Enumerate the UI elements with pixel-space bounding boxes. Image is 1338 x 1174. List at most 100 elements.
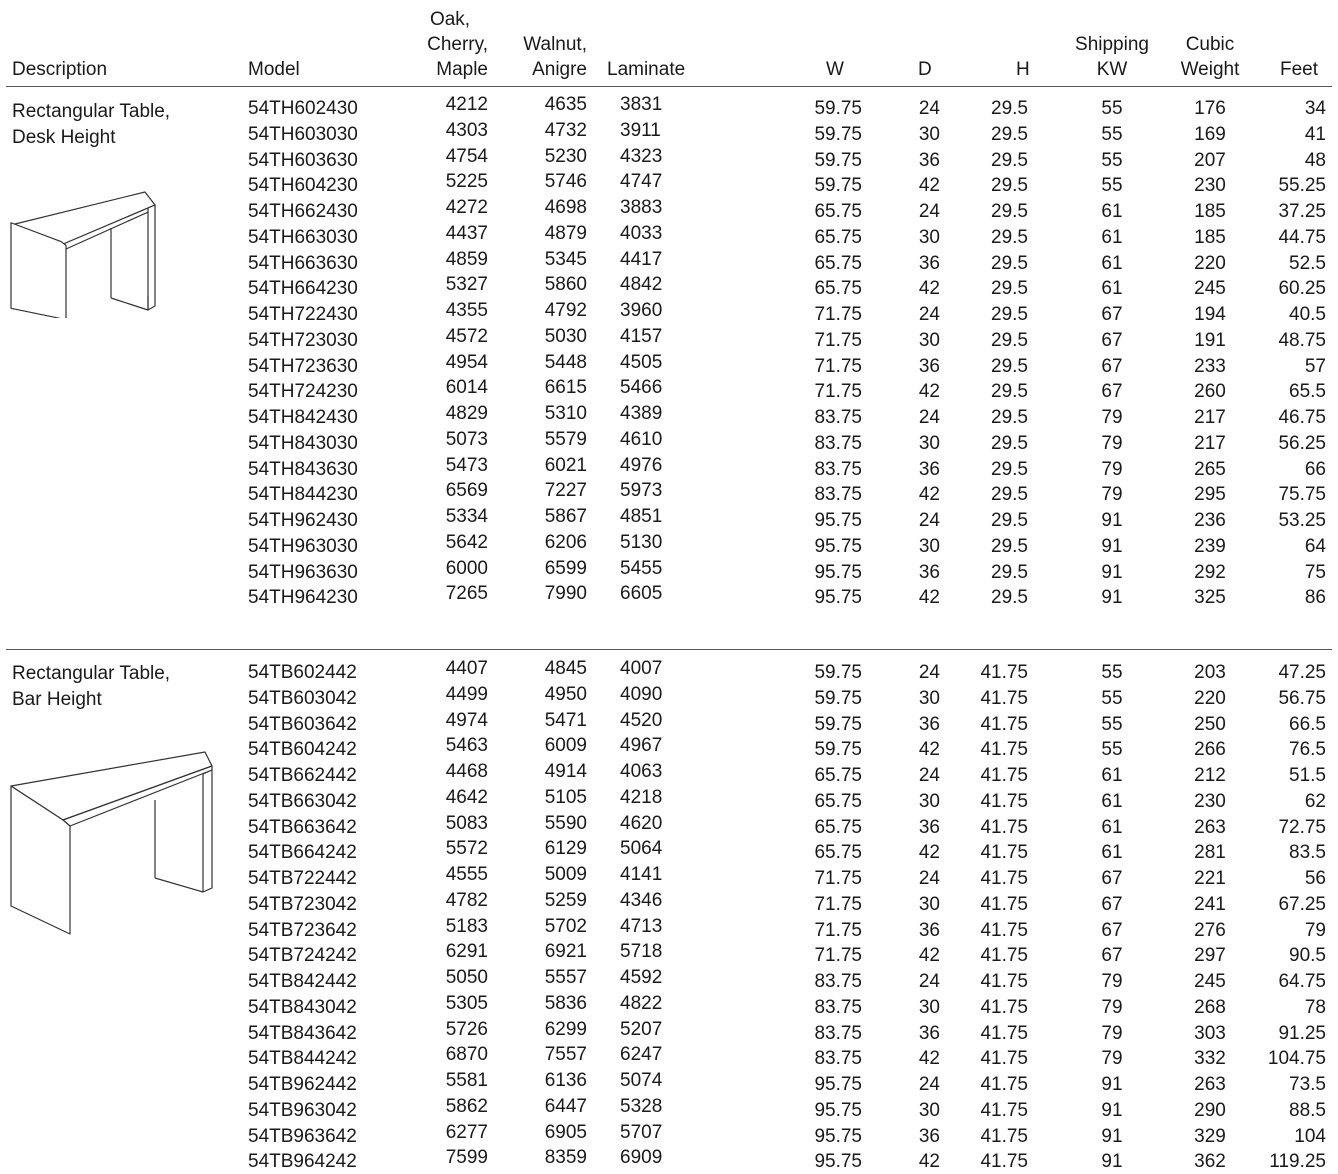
walnut-price: 4914: [544, 761, 587, 782]
oak-price: 5305: [445, 992, 488, 1014]
feet-cell: 72.75: [1278, 816, 1326, 838]
shipping-kw: 55: [1101, 687, 1123, 709]
walnut-price: 5009: [544, 864, 587, 885]
depth-cell: 24: [918, 201, 940, 222]
oak-price: 5642: [445, 531, 488, 553]
cubic-weight: 203: [1194, 662, 1226, 683]
walnut-price: 7227: [544, 480, 587, 502]
feet-cell: 34: [1304, 98, 1326, 119]
cubic-weight: 332: [1194, 1048, 1226, 1070]
shipping-kw: 67: [1101, 893, 1123, 915]
height-cell: 41.75: [980, 816, 1028, 838]
model-cell: 54TB723642: [248, 919, 357, 941]
laminate-price: 6605: [620, 583, 663, 605]
depth-cell: 36: [918, 561, 940, 583]
model-cell: 54TH843030: [248, 432, 358, 454]
feet-cell: 86: [1304, 587, 1326, 609]
shipping-kw: 61: [1101, 252, 1123, 274]
walnut-price: 6206: [544, 531, 587, 553]
depth-cell: 24: [918, 971, 940, 992]
cubic-weight: 185: [1194, 201, 1226, 222]
height-cell: 41.75: [980, 1099, 1028, 1121]
cubic-weight: 245: [1194, 278, 1226, 300]
laminate-price: 4090: [620, 683, 663, 705]
header-shipping-kw: Shipping KW: [1075, 34, 1149, 80]
oak-price: 6291: [445, 941, 488, 963]
depth-cell: 24: [918, 304, 940, 325]
width-cell: 83.75: [814, 458, 862, 480]
width-cell: 83.75: [814, 432, 862, 454]
width-cell: 95.75: [814, 535, 862, 557]
width-cell: 71.75: [814, 868, 862, 889]
oak-price: 5726: [445, 1018, 488, 1040]
laminate-price: 5466: [620, 377, 663, 399]
depth-cell: 36: [918, 149, 940, 171]
oak-price: 4212: [445, 94, 488, 115]
depth-cell: 24: [918, 1074, 940, 1095]
oak-price: 5083: [445, 812, 488, 834]
oak-price: 4272: [445, 197, 488, 218]
width-cell: 95.75: [814, 1074, 862, 1095]
table-row: 54TB963042 5862 6447 5328 95.75 30 41.75 91 290 8…: [0, 1095, 1338, 1123]
walnut-price: 6905: [544, 1121, 587, 1143]
shipping-kw: 91: [1101, 587, 1123, 609]
laminate-price: 4346: [620, 889, 663, 911]
model-cell: 54TB724242: [248, 945, 357, 967]
height-cell: 41.75: [980, 1074, 1028, 1095]
shipping-kw: 61: [1101, 765, 1123, 786]
height-cell: 41.75: [980, 971, 1028, 992]
oak-price: 4974: [445, 709, 488, 731]
width-cell: 71.75: [814, 919, 862, 941]
table-row: 54TH664230 5327 5860 4842 65.75 42 29.5 61 245 60…: [0, 274, 1338, 301]
model-cell: 54TB842442: [248, 971, 357, 992]
feet-cell: 48.75: [1278, 329, 1326, 351]
model-cell: 54TB662442: [248, 765, 357, 786]
depth-cell: 24: [918, 98, 940, 119]
depth-cell: 42: [918, 175, 940, 197]
table-row: 54TB664242 5572 6129 5064 65.75 42 41.75 61 281 8…: [0, 838, 1338, 865]
shipping-kw: 55: [1101, 123, 1123, 145]
cubic-weight: 263: [1194, 1074, 1226, 1095]
height-cell: 41.75: [980, 790, 1028, 812]
cubic-weight: 276: [1194, 919, 1226, 941]
walnut-price: 6021: [544, 454, 587, 476]
height-cell: 29.5: [991, 123, 1028, 145]
desk-height-table-icon: [10, 191, 156, 318]
shipping-kw: 67: [1101, 919, 1123, 941]
height-cell: 29.5: [991, 510, 1028, 531]
cubic-weight: 169: [1194, 123, 1226, 145]
oak-price: 5073: [445, 428, 488, 450]
oak-price: 4782: [445, 889, 488, 911]
feet-cell: 104: [1294, 1125, 1326, 1147]
feet-cell: 79: [1304, 919, 1326, 941]
cubic-weight: 239: [1194, 535, 1226, 557]
model-cell: 54TB602442: [248, 662, 357, 683]
walnut-price: 5345: [544, 248, 587, 270]
feet-cell: 75: [1304, 561, 1326, 583]
depth-cell: 24: [918, 407, 940, 428]
cubic-weight: 362: [1194, 1151, 1226, 1173]
walnut-price: 6921: [544, 941, 587, 963]
oak-price: 5862: [445, 1095, 488, 1117]
height-cell: 41.75: [980, 945, 1028, 967]
cubic-weight: 191: [1194, 329, 1226, 351]
laminate-price: 4976: [620, 454, 663, 476]
feet-cell: 64.75: [1278, 971, 1326, 992]
width-cell: 65.75: [814, 790, 862, 812]
depth-cell: 42: [918, 739, 940, 761]
width-cell: 59.75: [814, 662, 862, 683]
laminate-price: 5973: [620, 480, 663, 502]
height-cell: 41.75: [980, 765, 1028, 786]
model-cell: 54TH663030: [248, 226, 358, 248]
table-row: 54TB722442 4555 5009 4141 71.75 24 41.75 67 221 5…: [0, 864, 1338, 891]
width-cell: 71.75: [814, 893, 862, 915]
feet-cell: 56.75: [1278, 687, 1326, 709]
cubic-weight: 217: [1194, 407, 1226, 428]
section-rule: [6, 649, 1332, 650]
depth-cell: 24: [918, 765, 940, 786]
height-cell: 41.75: [980, 1048, 1028, 1070]
depth-cell: 42: [918, 842, 940, 864]
oak-price: 4754: [445, 145, 488, 167]
width-cell: 71.75: [814, 945, 862, 967]
shipping-kw: 91: [1101, 1074, 1123, 1095]
